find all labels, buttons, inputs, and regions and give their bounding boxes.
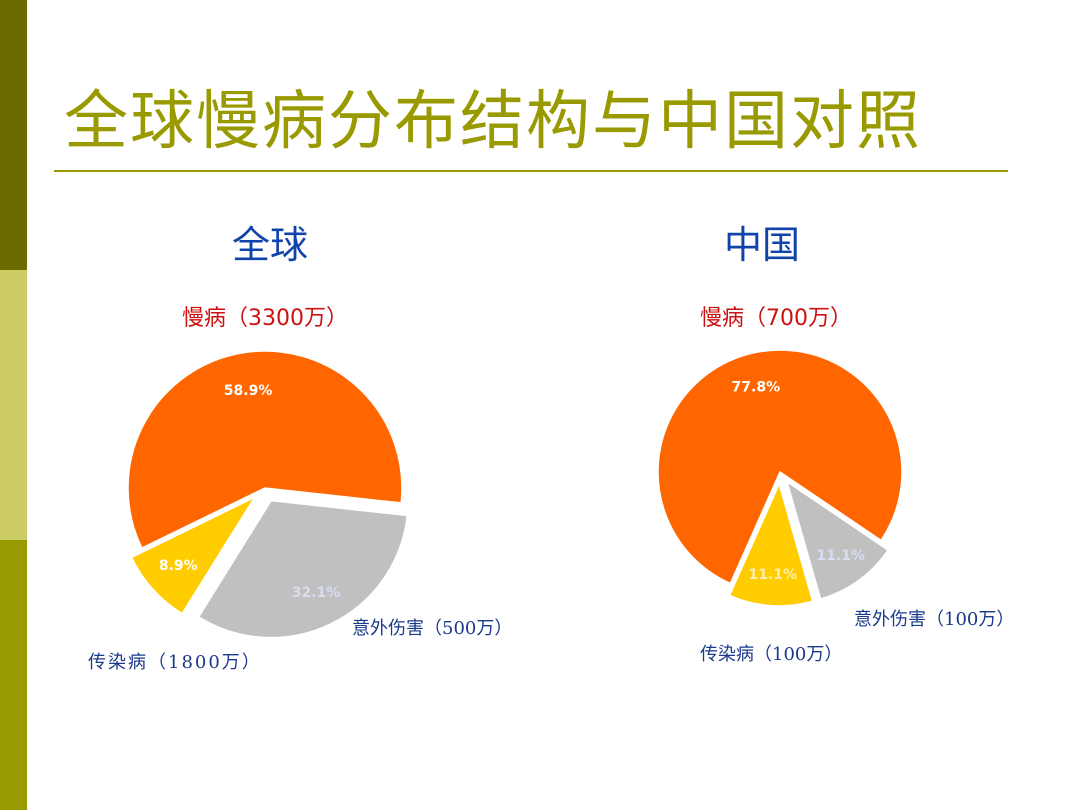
china-pct-infectious: 11.1% bbox=[816, 548, 865, 564]
global-label-accident: 意外伤害（500万） bbox=[352, 618, 513, 639]
global-label-infectious: 传染病（1800万） bbox=[88, 652, 262, 673]
global-slice-accident bbox=[130, 495, 257, 615]
global-chart-title: 全球 bbox=[232, 223, 309, 267]
global-slice-infectious bbox=[197, 499, 409, 639]
global-label-chronic: 慢病（3300万） bbox=[182, 306, 348, 331]
side-band-bottom bbox=[0, 540, 27, 810]
china-label-accident: 意外伤害（100万） bbox=[854, 609, 1015, 630]
side-band-middle bbox=[0, 270, 27, 540]
china-pie: 77.8% 11.1% 11.1% bbox=[657, 349, 903, 607]
global-pct-accident: 8.9% bbox=[159, 558, 198, 574]
slide-title: 全球慢病分布结构与中国对照 bbox=[64, 85, 922, 159]
china-label-infectious: 传染病（100万） bbox=[700, 644, 843, 665]
global-pct-chronic: 58.9% bbox=[224, 383, 273, 399]
china-label-chronic: 慢病（700万） bbox=[700, 306, 852, 331]
china-pct-accident: 11.1% bbox=[748, 567, 797, 583]
china-slice-accident bbox=[728, 481, 814, 607]
china-pct-chronic: 77.8% bbox=[732, 380, 781, 396]
side-band-top bbox=[0, 0, 27, 270]
global-pct-infectious: 32.1% bbox=[292, 585, 341, 601]
china-chart-title: 中国 bbox=[724, 223, 801, 267]
global-pie: 58.9% 32.1% 8.9% bbox=[127, 350, 409, 639]
title-divider bbox=[54, 170, 1008, 172]
global-slice-chronic bbox=[127, 350, 403, 550]
china-slice-infectious bbox=[785, 479, 890, 600]
china-slice-chronic bbox=[657, 349, 903, 585]
